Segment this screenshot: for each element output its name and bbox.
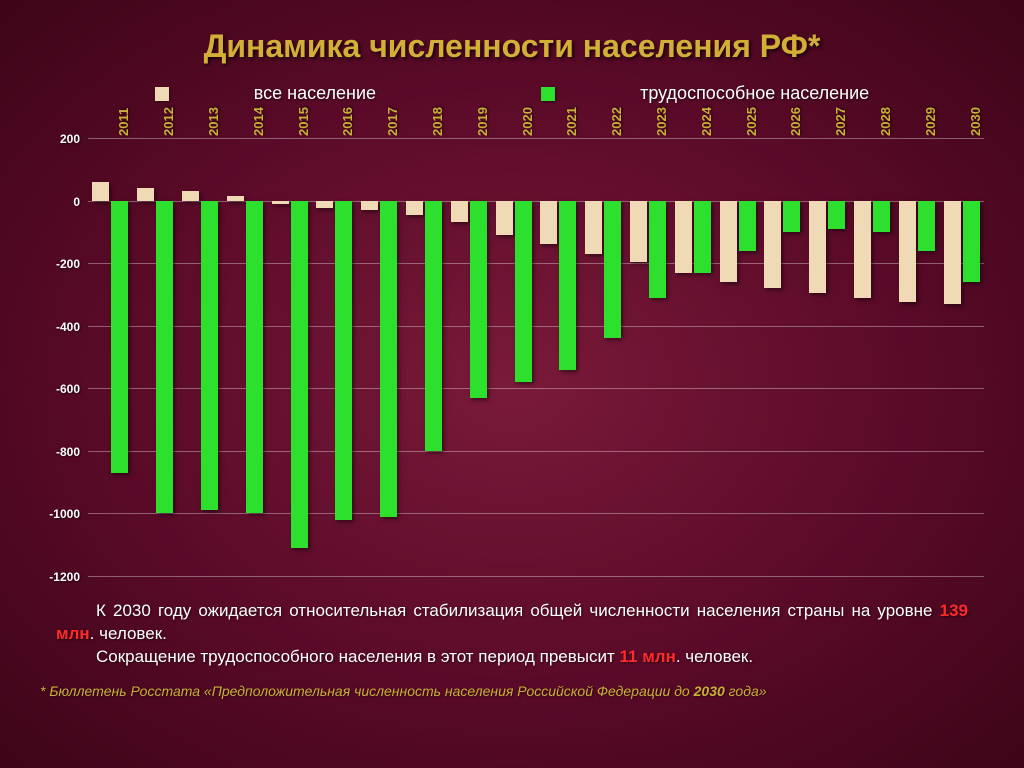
bar-series1 bbox=[720, 201, 737, 282]
bar-series2 bbox=[918, 201, 935, 251]
bar-series2 bbox=[828, 201, 845, 229]
bar-series1 bbox=[361, 201, 378, 210]
bar-series1 bbox=[227, 196, 244, 201]
bar-series2 bbox=[156, 201, 173, 514]
legend-label-1: все население bbox=[254, 83, 376, 103]
bar-series1 bbox=[540, 201, 557, 245]
bar-series2 bbox=[246, 201, 263, 514]
bar-series1 bbox=[496, 201, 513, 235]
gridline: -800 bbox=[88, 451, 984, 452]
body-2b: . человек. bbox=[676, 647, 753, 666]
bar-series2 bbox=[604, 201, 621, 339]
legend-label-2: трудоспособное население bbox=[640, 83, 869, 103]
x-axis-years: 2011 2012 2013 2014 2015 2016 2017 2018 2019 2020… bbox=[88, 110, 984, 138]
year-label: 2021 bbox=[564, 107, 579, 136]
bar-series1 bbox=[630, 201, 647, 262]
bar-series1 bbox=[316, 201, 333, 209]
bar-series2 bbox=[291, 201, 308, 548]
year-label: 2022 bbox=[609, 107, 624, 136]
y-tick-label: -800 bbox=[36, 445, 80, 459]
bar-series2 bbox=[559, 201, 576, 370]
year-label: 2013 bbox=[206, 107, 221, 136]
bar-series2 bbox=[694, 201, 711, 273]
bar-series2 bbox=[201, 201, 218, 511]
year-label: 2026 bbox=[788, 107, 803, 136]
bar-series2 bbox=[739, 201, 756, 251]
plot-area: 200 0 -200 -400 -600 -800 -1000 -1200 bbox=[88, 138, 984, 576]
legend-swatch-2 bbox=[541, 87, 555, 101]
bar-series2 bbox=[470, 201, 487, 398]
year-label: 2028 bbox=[878, 107, 893, 136]
year-label: 2015 bbox=[296, 107, 311, 136]
year-label: 2025 bbox=[744, 107, 759, 136]
chart-area: 2011 2012 2013 2014 2015 2016 2017 2018 2019 2020… bbox=[88, 110, 984, 580]
legend-item-1: все население bbox=[115, 83, 421, 103]
bar-series2 bbox=[963, 201, 980, 282]
chart-title: Динамика численности населения РФ* bbox=[0, 0, 1024, 83]
year-label: 2024 bbox=[699, 107, 714, 136]
body-text: К 2030 году ожидается относительная стаб… bbox=[56, 600, 968, 669]
gridline: -1200 bbox=[88, 576, 984, 577]
bar-series1 bbox=[92, 182, 109, 201]
gridline: -1000 bbox=[88, 513, 984, 514]
y-tick-label: -1200 bbox=[36, 570, 80, 584]
bar-series2 bbox=[515, 201, 532, 382]
year-label: 2020 bbox=[520, 107, 535, 136]
y-tick-label: 200 bbox=[36, 132, 80, 146]
bar-series1 bbox=[585, 201, 602, 254]
legend-item-2: трудоспособное население bbox=[501, 83, 909, 103]
body-2-highlight: 11 млн bbox=[620, 647, 676, 666]
bar-series1 bbox=[182, 191, 199, 200]
y-tick-label: 0 bbox=[36, 195, 80, 209]
legend: все население трудоспособное население bbox=[0, 83, 1024, 104]
bar-series2 bbox=[111, 201, 128, 473]
bar-series1 bbox=[944, 201, 961, 304]
legend-swatch-1 bbox=[155, 87, 169, 101]
year-label: 2029 bbox=[923, 107, 938, 136]
gridline: -600 bbox=[88, 388, 984, 389]
bar-series1 bbox=[272, 201, 289, 204]
body-1b: . человек. bbox=[90, 624, 167, 643]
bar-series1 bbox=[406, 201, 423, 215]
y-tick-label: -600 bbox=[36, 382, 80, 396]
bar-series2 bbox=[649, 201, 666, 298]
bar-series2 bbox=[873, 201, 890, 232]
body-1a: К 2030 году ожидается относительная стаб… bbox=[96, 601, 940, 620]
year-label: 2016 bbox=[340, 107, 355, 136]
bar-series2 bbox=[380, 201, 397, 517]
bar-series1 bbox=[764, 201, 781, 289]
bar-series1 bbox=[137, 188, 154, 201]
year-label: 2023 bbox=[654, 107, 669, 136]
footnote-prefix: * Бюллетень Росстата «Предположительная … bbox=[40, 683, 694, 699]
gridline: -200 bbox=[88, 263, 984, 264]
y-tick-label: -400 bbox=[36, 320, 80, 334]
gridline: -400 bbox=[88, 326, 984, 327]
year-label: 2030 bbox=[968, 107, 983, 136]
y-tick-label: -200 bbox=[36, 257, 80, 271]
y-tick-label: -1000 bbox=[36, 507, 80, 521]
bar-series1 bbox=[675, 201, 692, 273]
year-label: 2019 bbox=[475, 107, 490, 136]
year-label: 2014 bbox=[251, 107, 266, 136]
year-label: 2018 bbox=[430, 107, 445, 136]
bar-series1 bbox=[854, 201, 871, 298]
gridline: 200 bbox=[88, 138, 984, 139]
footnote-suffix: года» bbox=[725, 683, 767, 699]
year-label: 2011 bbox=[116, 108, 131, 136]
bar-series2 bbox=[425, 201, 442, 451]
bar-series2 bbox=[783, 201, 800, 232]
bar-series1 bbox=[899, 201, 916, 303]
footnote: * Бюллетень Росстата «Предположительная … bbox=[40, 683, 984, 699]
footnote-year: 2030 bbox=[694, 683, 725, 699]
bar-series2 bbox=[335, 201, 352, 520]
gridline: 0 bbox=[88, 201, 984, 202]
bar-series1 bbox=[451, 201, 468, 223]
body-2a: Сокращение трудоспособного населения в э… bbox=[96, 647, 620, 666]
year-label: 2017 bbox=[385, 107, 400, 136]
year-label: 2027 bbox=[833, 107, 848, 136]
bar-series1 bbox=[809, 201, 826, 293]
year-label: 2012 bbox=[161, 107, 176, 136]
